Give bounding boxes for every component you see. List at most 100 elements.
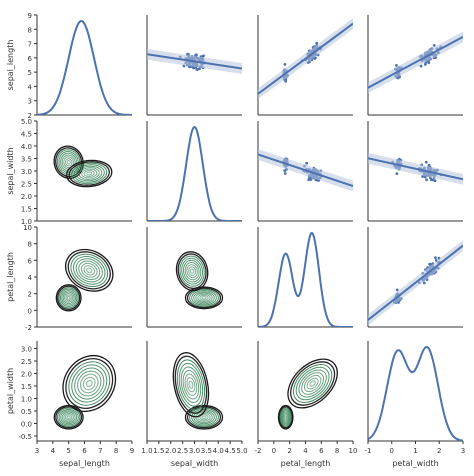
kde-contour [197, 412, 211, 422]
kde-contour [279, 407, 292, 427]
panel-r1-c1 [146, 121, 242, 222]
y-axis-label: sepal_width [6, 147, 15, 194]
kde-contour [86, 171, 93, 176]
kde-contour [76, 165, 103, 182]
x-tick-label: 6 [319, 447, 324, 455]
kde-contour [77, 370, 102, 397]
kde-contour [189, 288, 219, 307]
y-tick-label: 2.0 [21, 193, 32, 201]
kde-line [147, 125, 242, 221]
kde-contour [66, 415, 71, 420]
kde-contour [182, 370, 200, 400]
kde-contour [80, 373, 99, 394]
scatter-point [305, 161, 309, 165]
kde-contour [186, 287, 222, 309]
kde-contour [53, 145, 84, 179]
kde-contour [58, 408, 79, 426]
kde-contour [201, 415, 207, 420]
kde-contour [280, 408, 292, 426]
plot-area [258, 149, 353, 192]
panel-r3-c0: -0.5 0.0 0.5 1.0 1.5 2.0 2.5 3.0 petal_width 3 4 5 6… [6, 341, 134, 468]
kde-contour [70, 253, 109, 288]
kde-contour [64, 158, 73, 167]
plot-area [368, 152, 463, 185]
panel-r3-c2: -2 0 2 4 6 8 10 petal_length [255, 341, 358, 468]
kde-contour [278, 406, 293, 429]
y-tick-label: 3 [28, 98, 32, 106]
kde-contour [53, 404, 84, 430]
kde-contour [201, 296, 207, 300]
kde-contour [283, 414, 288, 421]
kde-line [368, 345, 463, 441]
plot-area [53, 145, 113, 188]
kde-contour [62, 291, 75, 305]
kde-contour [63, 412, 74, 422]
y-tick-label: -0.5 [18, 433, 32, 441]
kde-contour [292, 364, 333, 403]
kde-contour [186, 264, 198, 279]
x-tick-label: 3 [35, 447, 39, 455]
panel-r1-c2 [257, 121, 353, 222]
regression-line [368, 244, 463, 321]
y-tick-label: 2.0 [21, 371, 32, 379]
kde-contour [58, 287, 79, 309]
x-tick-label: 2.0 [165, 447, 176, 455]
kde-contour [193, 291, 215, 305]
kde-contour [306, 377, 319, 390]
kde-contour [74, 367, 105, 400]
kde-contour [86, 267, 93, 274]
scatter-point [315, 41, 319, 45]
plot-area [53, 354, 117, 430]
x-tick-label: 0 [272, 447, 276, 455]
x-tick-label: -2 [255, 447, 262, 455]
kde-contour [174, 355, 208, 414]
regression-line [258, 22, 353, 95]
scatter-point [307, 178, 311, 182]
kde-contour [277, 404, 294, 430]
scatter-point [395, 172, 399, 176]
scatter-point [283, 172, 287, 175]
kde-line [37, 19, 132, 115]
x-tick-label: 10 [349, 447, 358, 455]
x-tick-label: 4.0 [213, 447, 224, 455]
panel-r0-c1 [146, 15, 242, 116]
y-tick-label: 3.5 [21, 156, 32, 164]
kde-contour [295, 366, 330, 401]
scatter-point [424, 160, 428, 164]
y-tick-label: 1.0 [21, 396, 32, 404]
x-axis-label: sepal_length [59, 459, 110, 468]
y-tick-label: 6 [28, 257, 33, 265]
x-tick-label: 4 [51, 447, 56, 455]
regression-line [368, 35, 463, 89]
plot-area [147, 125, 242, 221]
kde-contour [62, 354, 117, 413]
kde-contour [184, 262, 200, 281]
kde-contour [64, 293, 74, 303]
y-tick-label: 9 [28, 12, 32, 20]
kde-contour [64, 414, 73, 421]
kde-contour [55, 147, 83, 178]
y-tick-label: 1.0 [21, 218, 32, 226]
kde-contour [177, 253, 207, 290]
kde-contour [83, 265, 95, 276]
kde-contour [175, 251, 209, 292]
x-tick-label: 3 [461, 447, 465, 455]
x-tick-label: 9 [130, 447, 134, 455]
kde-contour [189, 407, 219, 427]
kde-contour [55, 406, 83, 429]
scatter-point [427, 164, 431, 167]
kde-contour [75, 258, 103, 283]
kde-contour [287, 358, 338, 409]
y-axis-label: petal_length [6, 252, 15, 302]
kde-line [258, 231, 353, 327]
x-tick-label: 8 [114, 447, 118, 455]
panel-r0-c2 [257, 15, 353, 116]
y-tick-label: 5 [28, 69, 32, 77]
panel-r1-c3 [367, 121, 463, 222]
panel-r2-c1 [146, 227, 242, 328]
y-tick-label: 2.5 [21, 181, 32, 189]
kde-contour [85, 379, 93, 388]
regression-line [258, 153, 353, 187]
y-tick-label: 1.5 [21, 206, 32, 214]
panel-r3-c3: -1 0 1 2 3 petal_width [365, 341, 465, 468]
